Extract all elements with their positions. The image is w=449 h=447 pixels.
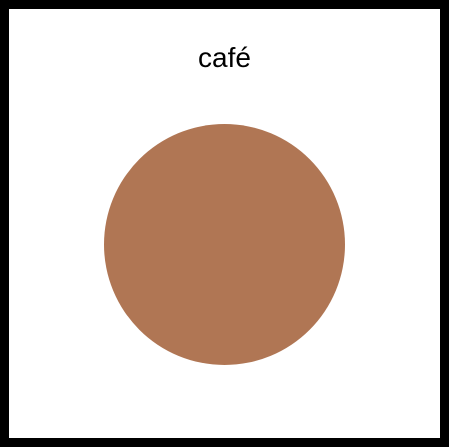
color-name-label: café: [198, 42, 251, 73]
color-swatch-circle: [104, 124, 345, 365]
